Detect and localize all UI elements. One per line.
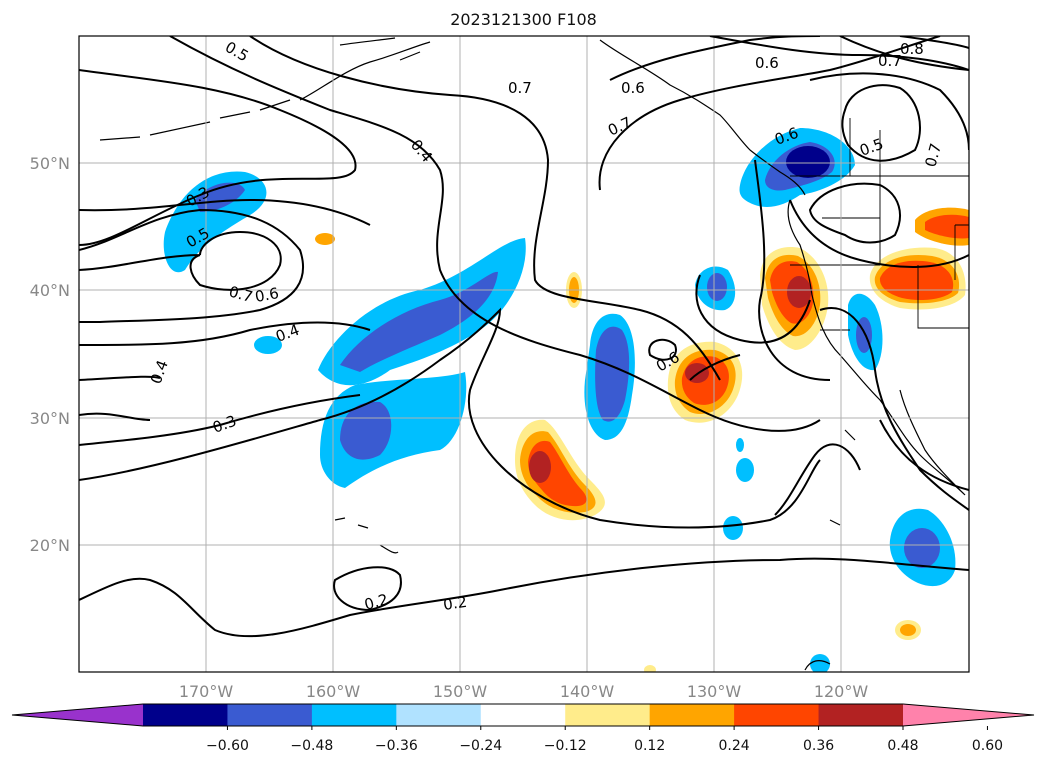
colorbar-tick-label: −0.24: [459, 738, 502, 754]
lat-label: 20°N: [30, 536, 70, 555]
contour-lines: [79, 36, 969, 638]
contour-label: 0.7: [227, 282, 255, 306]
colorbar-outline: [11, 703, 1035, 727]
colorbar-tick-label: −0.36: [375, 738, 418, 754]
colorbar-tick-label: −0.12: [544, 738, 587, 754]
colorbar-segment: [227, 704, 313, 726]
colorbar-tick-label: 0.36: [803, 738, 834, 754]
contour-label: 0.2: [362, 590, 390, 614]
latitude-labels: 50°N 40°N 30°N 20°N: [30, 154, 70, 555]
contour-label: 0.6: [254, 284, 281, 306]
colorbar-segment: [649, 704, 735, 726]
contour-label: 0.6: [755, 54, 779, 72]
colorbar-tick-label: 0.60: [972, 738, 1003, 754]
colorbar-tick-label: −0.48: [290, 738, 333, 754]
colorbar-segment: [734, 704, 820, 726]
colorbar-extend-low: [12, 704, 143, 726]
colorbar-segment: [818, 704, 904, 726]
colorbar-segment: [311, 704, 397, 726]
lon-label: 120°W: [814, 682, 869, 701]
colorbar-tick-label: −0.60: [206, 738, 249, 754]
colorbar-extend-high: [903, 704, 1034, 726]
lat-label: 50°N: [30, 154, 70, 173]
colorbar-tick-label: 0.12: [634, 738, 665, 754]
longitude-labels: 170°W 160°W 150°W 140°W 130°W 120°W: [179, 682, 869, 701]
border-layer: [790, 118, 969, 331]
colorbar-segment: [565, 704, 651, 726]
contour-label: 0.2: [442, 593, 468, 614]
colorbar-segment: [396, 704, 482, 726]
contour-label: 0.6: [621, 79, 645, 97]
lat-label: 30°N: [30, 409, 70, 428]
lon-label: 160°W: [306, 682, 361, 701]
colorbar-tick-label: 0.48: [887, 738, 918, 754]
map-frame: [78, 35, 970, 673]
map-area: [79, 36, 969, 672]
contour-label: 0.7: [508, 79, 532, 97]
map-title: 2023121300 F108: [450, 10, 597, 29]
lon-label: 130°W: [687, 682, 742, 701]
lon-label: 150°W: [433, 682, 488, 701]
lon-label: 140°W: [560, 682, 615, 701]
contour-label: 0.7: [921, 141, 945, 169]
colorbar-segment: [143, 704, 228, 726]
colorbar: −0.60 −0.48 −0.36 −0.24 −0.12 0.12 0.24 0.36 0.4…: [11, 703, 1035, 754]
contour-label: 0.7: [878, 52, 902, 70]
colorbar-segment: [480, 704, 566, 726]
coastline-layer: [99, 37, 966, 671]
lat-label: 40°N: [30, 281, 70, 300]
colorbar-tick-label: 0.24: [719, 738, 750, 754]
contour-label: 0.8: [900, 40, 924, 58]
lon-label: 170°W: [179, 682, 234, 701]
